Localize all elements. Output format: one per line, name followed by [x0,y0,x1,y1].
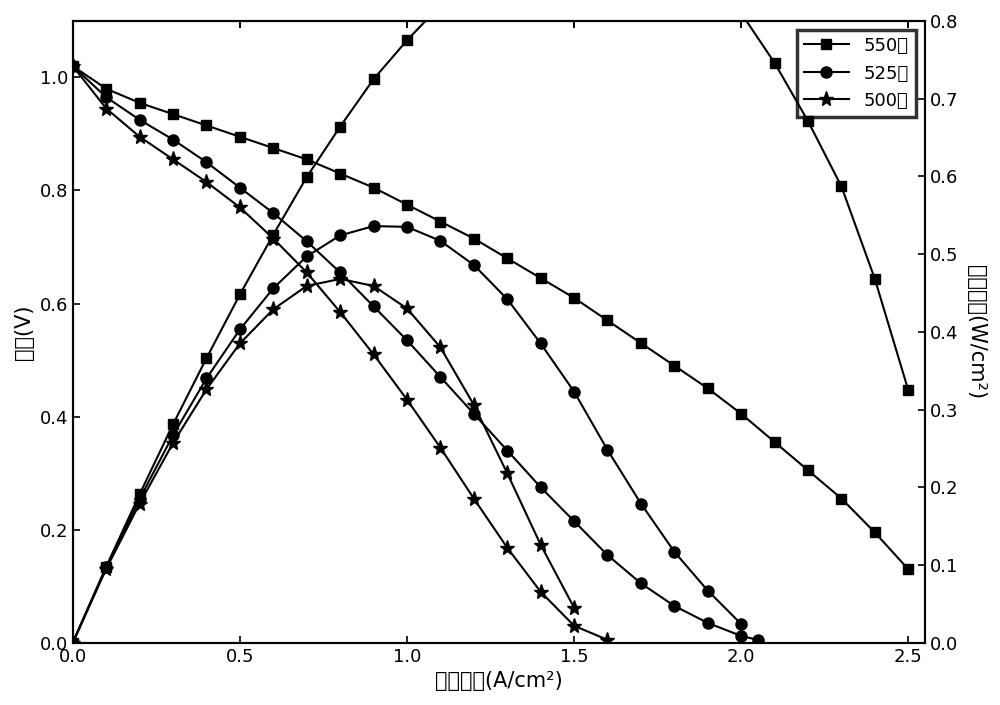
525度 [702,619,714,627]
Y-axis label: 电压(V): 电压(V) [14,304,34,360]
550度 [501,254,513,262]
525度 [100,93,112,102]
525度 [67,62,79,70]
550度 [601,317,613,325]
500度 [601,636,613,644]
500度 [334,308,346,317]
550度 [267,144,279,152]
500度 [134,133,146,141]
500度 [267,234,279,243]
550度 [635,339,647,348]
525度 [267,209,279,217]
525度 [368,302,380,311]
550度 [434,217,446,226]
550度 [167,110,179,118]
550度 [735,410,747,418]
550度 [100,85,112,93]
500度 [301,268,313,276]
500度 [501,544,513,552]
550度 [535,274,547,282]
550度 [802,466,814,474]
525度 [601,551,613,559]
550度 [134,99,146,107]
550度 [769,438,781,446]
550度 [67,62,79,70]
550度 [568,294,580,302]
525度 [234,183,246,192]
550度 [668,362,680,370]
Y-axis label: 功率密度(W/cm²): 功率密度(W/cm²) [966,265,986,399]
525度 [668,602,680,611]
550度 [234,133,246,141]
525度 [752,636,764,644]
525度 [635,579,647,587]
525度 [401,336,413,345]
500度 [568,622,580,630]
500度 [67,62,79,70]
550度 [468,234,480,243]
500度 [200,178,212,186]
500度 [468,494,480,503]
500度 [434,443,446,452]
500度 [535,587,547,596]
550度 [200,121,212,130]
550度 [401,200,413,209]
525度 [735,632,747,640]
525度 [568,517,580,525]
525度 [501,446,513,455]
500度 [100,104,112,113]
525度 [468,410,480,418]
525度 [301,237,313,245]
500度 [401,396,413,404]
525度 [167,135,179,144]
500度 [234,203,246,212]
500度 [368,350,380,359]
525度 [434,373,446,381]
525度 [535,483,547,491]
X-axis label: 电流密度(A/cm²): 电流密度(A/cm²) [435,671,563,691]
525度 [134,116,146,124]
550度 [835,494,847,503]
Line: 500度: 500度 [65,59,615,647]
525度 [334,268,346,276]
550度 [902,565,914,573]
550度 [702,384,714,393]
Line: 525度: 525度 [67,61,763,645]
Legend: 550度, 525度, 500度: 550度, 525度, 500度 [797,30,916,117]
525度 [200,158,212,166]
500度 [167,155,179,164]
550度 [334,169,346,178]
550度 [301,155,313,164]
Line: 550度: 550度 [68,61,913,574]
550度 [869,528,881,537]
550度 [368,183,380,192]
